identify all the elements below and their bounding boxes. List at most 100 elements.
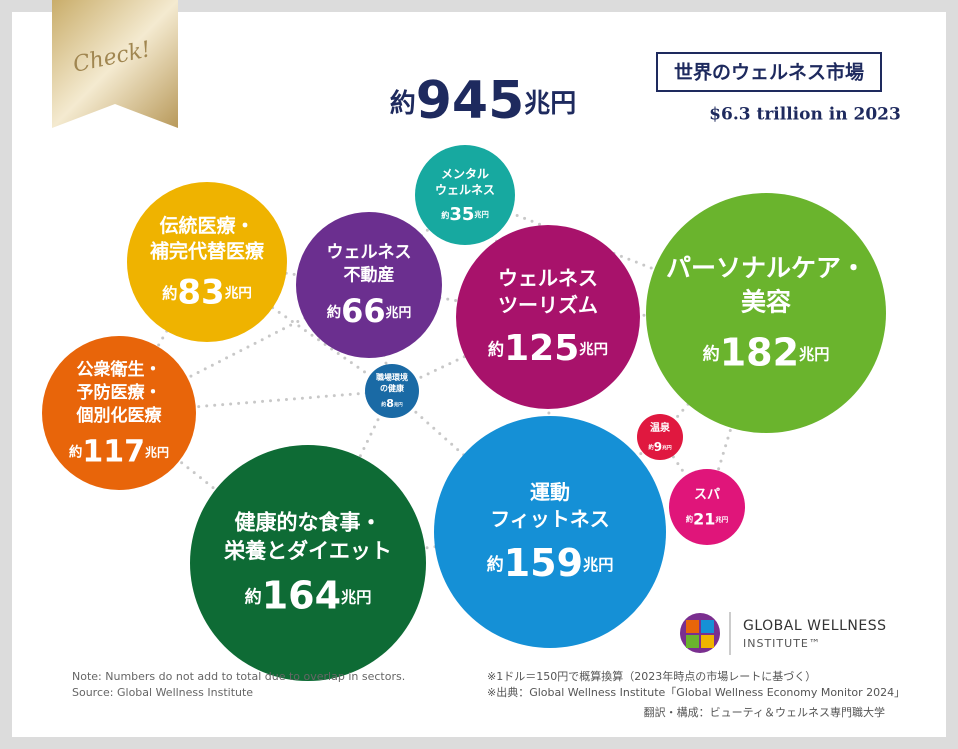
- bubble-value: 約164兆円: [245, 573, 372, 617]
- value-unit: 兆円: [341, 588, 371, 606]
- value-number: 8: [386, 397, 394, 410]
- bubble-label: 健康的な食事・: [235, 511, 382, 535]
- logo-name: GLOBAL WELLNESS: [743, 618, 886, 634]
- bubble-label: フィットネス: [490, 507, 610, 531]
- value-prefix: 約: [381, 401, 386, 408]
- value-number: 159: [504, 541, 583, 585]
- bubble-label: スパ: [694, 488, 720, 503]
- footnote: ※出典：Global Wellness Institute「Global Wel…: [487, 685, 905, 699]
- bubble-value: 約66兆円: [327, 292, 412, 330]
- value-number: 9: [654, 439, 662, 453]
- connector: [117, 389, 394, 415]
- value-number: 21: [693, 509, 715, 528]
- value-number: 117: [82, 434, 145, 469]
- footnote: 翻訳・構成：ビューティ＆ウェルネス専門職大学: [644, 705, 885, 719]
- bubble-value: 約9兆円: [648, 439, 672, 453]
- bubble-value: 約21兆円: [686, 509, 728, 528]
- market-label: 世界のウェルネス市場: [674, 61, 864, 84]
- value-prefix: 約: [327, 303, 341, 321]
- bubble-value: 約125兆円: [488, 328, 608, 369]
- bubble-value: 約35兆円: [441, 204, 489, 225]
- connector: [117, 260, 209, 415]
- ribbon: [52, 0, 178, 128]
- usd-total: $6.3 trillion in 2023: [709, 105, 901, 125]
- value-number: 83: [177, 272, 224, 312]
- value-unit: 兆円: [799, 345, 829, 363]
- bubble-circle: [190, 445, 426, 681]
- connector: [205, 260, 394, 393]
- bubble-label: 公衆衛生・: [77, 359, 162, 380]
- value-number: 66: [341, 292, 386, 330]
- bubble-label: 運動: [530, 480, 570, 504]
- value-prefix: 約: [703, 343, 720, 364]
- value-prefix: 約: [441, 209, 449, 219]
- bubble-label: 美容: [741, 287, 791, 316]
- value-unit: 兆円: [583, 556, 613, 574]
- bubble-label: ウェルネス: [327, 242, 412, 262]
- value-prefix: 約: [686, 515, 693, 524]
- bubble-label: 不動産: [344, 264, 395, 285]
- bubble-circle: [296, 212, 442, 358]
- bubble-value: 約117兆円: [69, 434, 169, 469]
- value-prefix: 約: [245, 587, 262, 608]
- connector: [658, 311, 768, 439]
- value-unit: 兆円: [386, 305, 412, 321]
- logo-sub: INSTITUTE™: [743, 637, 821, 650]
- bubble-circle: [42, 336, 196, 490]
- bubble-label: 栄養とダイエット: [223, 539, 392, 563]
- value-number: 35: [449, 204, 474, 225]
- value-unit: 兆円: [579, 341, 608, 358]
- bubble-label: パーソナルケア・: [666, 254, 866, 283]
- bubble-label: 温泉: [650, 421, 671, 434]
- note: Note: Numbers do not add to total due to…: [72, 670, 405, 683]
- value-unit: 兆円: [662, 443, 672, 450]
- bubble-circle: [127, 182, 287, 342]
- bubble-circle: [415, 145, 515, 245]
- bubble-value: 約83兆円: [162, 272, 252, 312]
- value-prefix: 約: [487, 554, 504, 575]
- value-prefix: 約: [488, 340, 504, 359]
- bubbles: 伝統医療・補完代替医療約83兆円ウェルネス不動産約66兆円メンタルウェルネス約3…: [42, 145, 886, 681]
- bubble-circle: [434, 416, 666, 648]
- bubble-circle: [637, 414, 683, 460]
- value-number: 182: [720, 330, 799, 374]
- total: 約945兆円: [390, 71, 577, 131]
- bubble-value: 約8兆円: [381, 397, 403, 410]
- bubble-value: 約182兆円: [703, 330, 830, 374]
- bubble-label: 個別化医療: [76, 405, 163, 426]
- bubble-label: 職場環境: [376, 372, 408, 382]
- value-prefix: 約: [648, 442, 654, 450]
- bubble-label: ウェルネス: [435, 183, 495, 197]
- market-box: [656, 52, 882, 92]
- bubble-circle: [365, 364, 419, 418]
- bubble-label: ツーリズム: [498, 293, 598, 317]
- logo-mark: [680, 612, 731, 655]
- bubble-value: 約159兆円: [487, 541, 614, 585]
- bubble-circle: [456, 225, 640, 409]
- bubble-label: 予防医療・: [77, 382, 162, 403]
- bubble-circle: [646, 193, 886, 433]
- bubble-circle: [669, 469, 745, 545]
- bubble-label: 補完代替医療: [149, 240, 265, 263]
- value-unit: 兆円: [225, 285, 252, 301]
- value-unit: 兆円: [715, 515, 728, 524]
- value-prefix: 約: [69, 444, 83, 461]
- bubble-label: の健康: [380, 383, 405, 393]
- note: Source: Global Wellness Institute: [72, 686, 253, 699]
- bubble-label: メンタル: [441, 167, 489, 181]
- bubble-label: 伝統医療・: [159, 214, 254, 237]
- bubble-label: ウェルネス: [498, 266, 598, 290]
